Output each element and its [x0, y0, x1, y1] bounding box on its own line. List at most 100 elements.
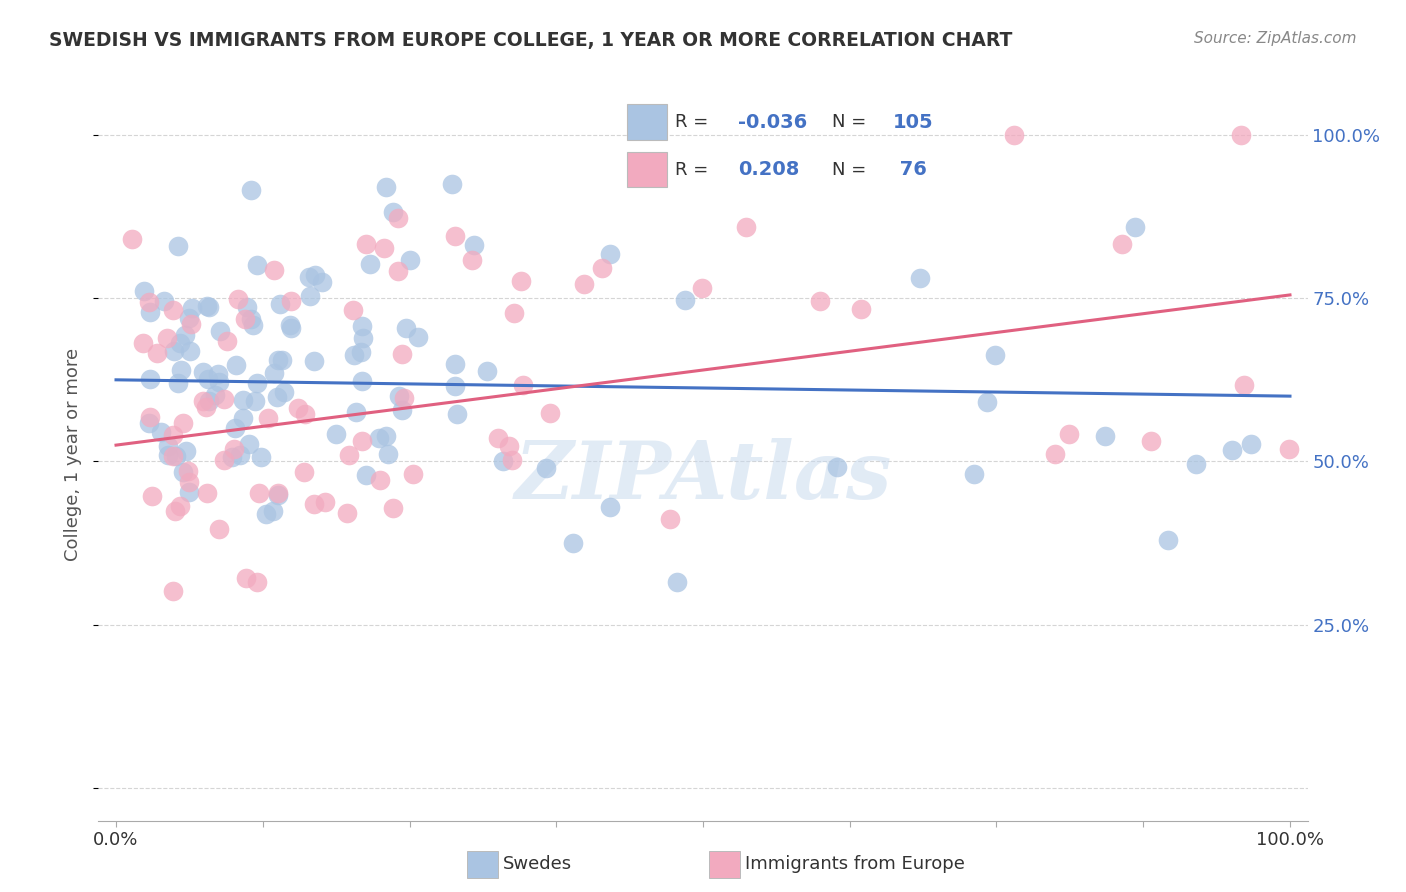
Point	[172, 416, 194, 430]
Point	[1232, 378, 1254, 392]
Point	[254, 508, 277, 522]
Point	[165, 504, 187, 518]
Point	[387, 211, 409, 225]
Point	[486, 431, 509, 445]
Point	[344, 404, 367, 418]
Point	[172, 466, 194, 480]
Point	[498, 439, 520, 453]
Y-axis label: College, 1 year or more: College, 1 year or more	[65, 349, 83, 561]
Point	[292, 465, 315, 479]
Point	[1045, 447, 1067, 461]
Text: ZIPAtlas: ZIPAtlas	[515, 438, 891, 516]
Point	[176, 464, 198, 478]
Text: Source: ZipAtlas.com: Source: ZipAtlas.com	[1194, 31, 1357, 46]
Point	[153, 293, 176, 308]
Point	[197, 394, 219, 409]
Point	[262, 504, 284, 518]
Point	[235, 571, 257, 585]
Point	[215, 334, 238, 348]
Point	[1140, 434, 1163, 448]
Point	[666, 574, 689, 589]
Point	[195, 401, 218, 415]
Point	[444, 379, 467, 393]
Point	[221, 450, 243, 464]
Point	[503, 306, 526, 320]
Point	[673, 293, 696, 307]
Point	[233, 311, 256, 326]
Point	[179, 344, 201, 359]
Point	[250, 450, 273, 465]
Point	[232, 411, 254, 425]
Point	[162, 428, 184, 442]
Point	[342, 302, 364, 317]
Point	[1057, 427, 1080, 442]
Point	[231, 393, 253, 408]
Point	[267, 486, 290, 500]
Point	[197, 372, 219, 386]
Point	[162, 449, 184, 463]
Point	[388, 389, 411, 403]
Point	[207, 368, 229, 382]
Point	[825, 459, 848, 474]
FancyBboxPatch shape	[467, 851, 498, 878]
Point	[177, 475, 200, 489]
Point	[1111, 237, 1133, 252]
Text: SWEDISH VS IMMIGRANTS FROM EUROPE COLLEGE, 1 YEAR OR MORE CORRELATION CHART: SWEDISH VS IMMIGRANTS FROM EUROPE COLLEG…	[49, 31, 1012, 50]
Point	[162, 583, 184, 598]
Point	[534, 460, 557, 475]
Point	[246, 376, 269, 391]
Point	[1184, 457, 1206, 471]
Point	[162, 303, 184, 318]
Point	[240, 183, 263, 197]
Point	[271, 352, 294, 367]
Point	[197, 300, 219, 314]
Point	[343, 348, 366, 362]
FancyBboxPatch shape	[709, 851, 740, 878]
Text: Immigrants from Europe: Immigrants from Europe	[745, 855, 965, 873]
Point	[139, 372, 162, 386]
Point	[1278, 442, 1301, 457]
Point	[1157, 533, 1180, 548]
Point	[269, 296, 291, 310]
Point	[149, 425, 172, 439]
Point	[169, 500, 191, 514]
Point	[146, 345, 169, 359]
Point	[356, 468, 378, 483]
Point	[963, 467, 986, 481]
Point	[512, 378, 534, 392]
Point	[314, 494, 336, 508]
Point	[226, 292, 249, 306]
Point	[1094, 429, 1116, 443]
Point	[395, 321, 418, 335]
Point	[690, 281, 713, 295]
Point	[212, 453, 235, 467]
Point	[278, 318, 301, 332]
Point	[311, 275, 333, 289]
Point	[562, 536, 585, 550]
Point	[375, 429, 398, 443]
Point	[121, 232, 143, 246]
Point	[246, 258, 269, 272]
Point	[1220, 443, 1243, 458]
Point	[138, 417, 160, 431]
Point	[501, 452, 523, 467]
Point	[538, 406, 561, 420]
Point	[350, 374, 373, 388]
Point	[132, 336, 155, 351]
Point	[399, 253, 422, 268]
Point	[242, 318, 264, 332]
Point	[166, 239, 188, 253]
Point	[214, 392, 236, 406]
Point	[908, 270, 931, 285]
Point	[391, 403, 413, 417]
Point	[808, 294, 831, 309]
Point	[195, 299, 218, 313]
Point	[368, 473, 391, 487]
Point	[444, 357, 467, 371]
Point	[394, 391, 416, 405]
Point	[156, 331, 179, 345]
Point	[247, 486, 270, 500]
Point	[263, 366, 285, 380]
Point	[191, 393, 214, 408]
Point	[298, 269, 321, 284]
